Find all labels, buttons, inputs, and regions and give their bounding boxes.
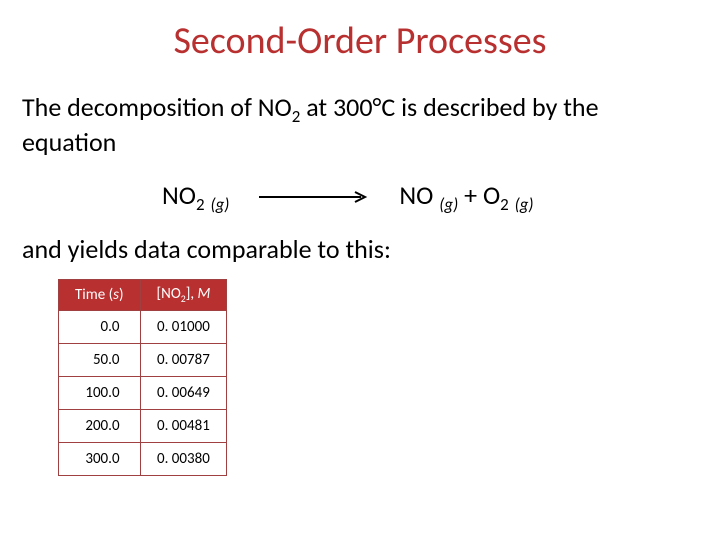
eq-left-species: NO — [162, 179, 196, 211]
cell-conc: 0. 00380 — [140, 442, 227, 475]
table-header-row: Time (s) [NO2], M — [59, 279, 227, 310]
data-table: Time (s) [NO2], M 0.0 0. 01000 50.0 0. 0… — [58, 279, 227, 476]
cell-time: 100.0 — [59, 376, 141, 409]
cell-time: 50.0 — [59, 343, 141, 376]
cell-conc: 0. 00481 — [140, 409, 227, 442]
cell-conc: 0. 00649 — [140, 376, 227, 409]
table-body: 0.0 0. 01000 50.0 0. 00787 100.0 0. 0064… — [59, 310, 227, 475]
equation: NO2 (g) NO (g) + O2 (g) — [22, 179, 698, 215]
intro-text: The decomposition of NO2 at 300°C is des… — [22, 92, 698, 159]
eq-right-b-species: O — [483, 179, 500, 211]
table-row: 0.0 0. 01000 — [59, 310, 227, 343]
equation-right: NO (g) + O2 (g) — [399, 179, 533, 215]
page-title: Second-Order Processes — [22, 18, 698, 64]
eq-right-b-subnum: 2 — [500, 194, 509, 215]
cell-time: 0.0 — [59, 310, 141, 343]
eq-right-a-species: NO — [399, 179, 433, 211]
table-header-conc: [NO2], M — [140, 279, 227, 310]
eq-left-subnum: 2 — [196, 194, 205, 215]
table-row: 300.0 0. 00380 — [59, 442, 227, 475]
table-row: 200.0 0. 00481 — [59, 409, 227, 442]
eq-plus: + — [458, 179, 483, 211]
table-header-time: Time (s) — [59, 279, 141, 310]
intro-prefix: The decomposition of NO — [22, 91, 292, 123]
cell-conc: 0. 00787 — [140, 343, 227, 376]
eq-left-phase: (g) — [210, 194, 229, 215]
cell-time: 300.0 — [59, 442, 141, 475]
cell-conc: 0. 01000 — [140, 310, 227, 343]
table-row: 50.0 0. 00787 — [59, 343, 227, 376]
eq-right-a-phase: (g) — [439, 194, 458, 215]
outro-text: and yields data comparable to this: — [22, 233, 698, 265]
reaction-arrow-icon — [259, 190, 369, 204]
eq-right-b-phase: (g) — [515, 194, 534, 215]
table-row: 100.0 0. 00649 — [59, 376, 227, 409]
equation-left: NO2 (g) — [162, 179, 229, 215]
cell-time: 200.0 — [59, 409, 141, 442]
